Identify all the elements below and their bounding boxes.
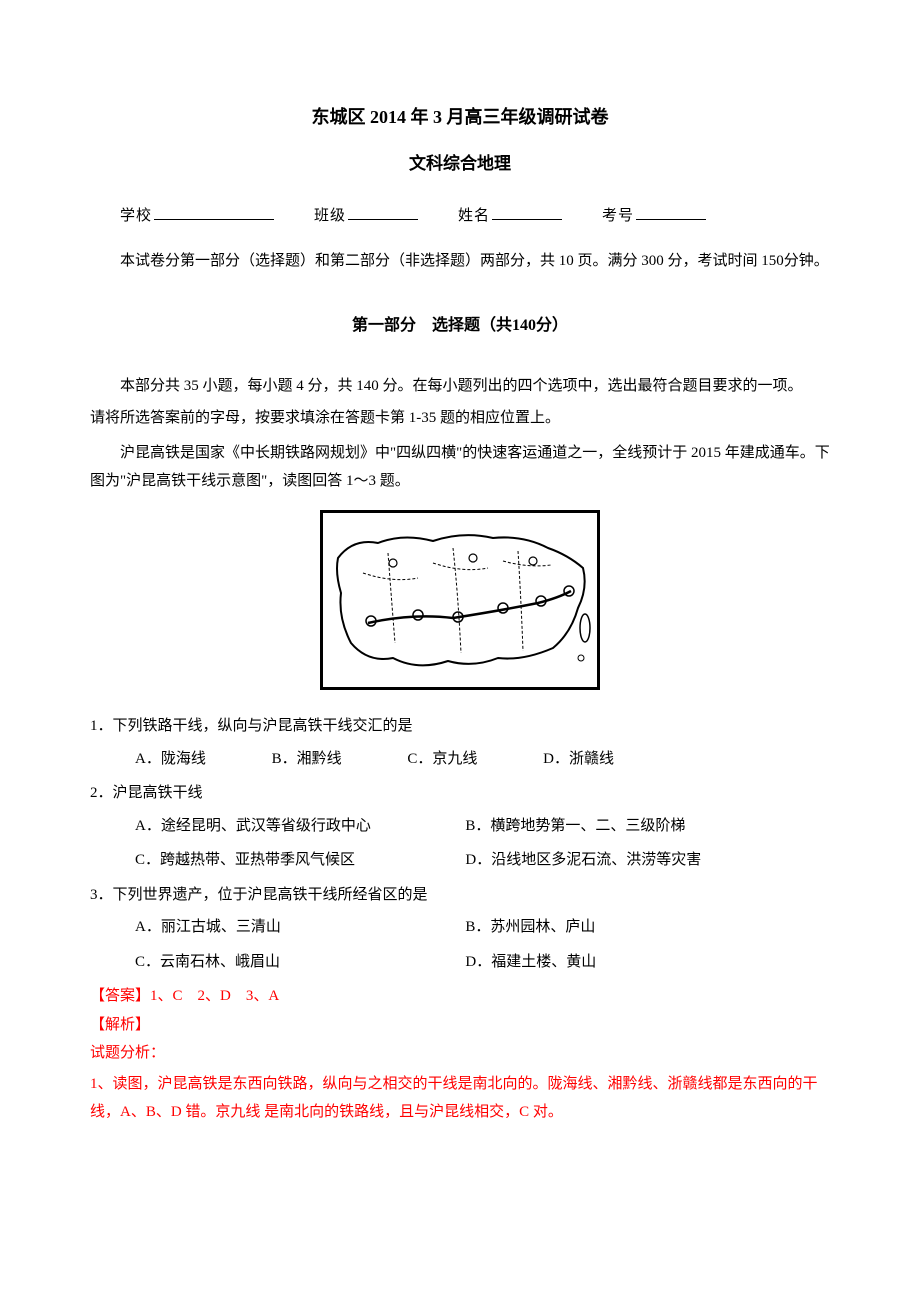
answer-text: 1、C 2、D 3、A (150, 988, 279, 1004)
question-2-options-row2: C．跨越热带、亚热带季风气候区 D．沿线地区多泥石流、洪涝等灾害 (90, 846, 830, 875)
class-label: 班级 (314, 208, 346, 224)
title-sub: 文科综合地理 (90, 148, 830, 180)
q1-option-b: B．湘黔线 (272, 745, 342, 774)
answer-label: 【答案】 (90, 988, 150, 1004)
question-2-options-row1: A．途经昆明、武汉等省级行政中心 B．横跨地势第一、二、三级阶梯 (90, 812, 830, 841)
q2-option-a: A．途经昆明、武汉等省级行政中心 (135, 812, 462, 841)
q2-option-b: B．横跨地势第一、二、三级阶梯 (465, 812, 792, 841)
question-3-stem: 3．下列世界遗产，位于沪昆高铁干线所经省区的是 (90, 881, 830, 910)
analysis-text: 1、读图，沪昆高铁是东西向铁路，纵向与之相交的干线是南北向的。陇海线、湘黔线、浙… (90, 1070, 830, 1127)
question-3-options-row1: A．丽江古城、三清山 B．苏州园林、庐山 (90, 913, 830, 942)
question-1-stem: 1．下列铁路干线，纵向与沪昆高铁干线交汇的是 (90, 712, 830, 741)
name-label: 姓名 (458, 208, 490, 224)
class-blank (348, 219, 418, 220)
school-blank (154, 219, 274, 220)
school-label: 学校 (120, 208, 152, 224)
question-1-options: A．陇海线 B．湘黔线 C．京九线 D．浙赣线 (90, 745, 830, 774)
answer-line: 【答案】1、C 2、D 3、A (90, 982, 830, 1011)
question-3-options-row2: C．云南石林、峨眉山 D．福建土楼、黄山 (90, 948, 830, 977)
q1-option-d: D．浙赣线 (543, 745, 614, 774)
q2-option-d: D．沿线地区多泥石流、洪涝等灾害 (465, 846, 792, 875)
question-2-stem: 2．沪昆高铁干线 (90, 779, 830, 808)
map-figure (320, 510, 600, 690)
form-line: 学校 班级 姓名 考号 (90, 202, 830, 231)
name-blank (492, 219, 562, 220)
q1-option-c: C．京九线 (407, 745, 477, 774)
title-main: 东城区 2014 年 3 月高三年级调研试卷 (90, 100, 830, 134)
map-svg (323, 513, 600, 690)
section-desc-2: 请将所选答案前的字母，按要求填涂在答题卡第 1-35 题的相应位置上。 (90, 404, 830, 433)
general-instructions: 本试卷分第一部分（选择题）和第二部分（非选择题）两部分，共 10 页。满分 30… (90, 247, 830, 276)
q3-option-b: B．苏州园林、庐山 (465, 913, 792, 942)
map-wrapper (90, 510, 830, 701)
question-context: 沪昆高铁是国家《中长期铁路网规划》中"四纵四横"的快速客运通道之一，全线预计于 … (90, 439, 830, 496)
q2-option-c: C．跨越热带、亚热带季风气候区 (135, 846, 462, 875)
q3-option-c: C．云南石林、峨眉山 (135, 948, 462, 977)
analysis-label: 【解析】 (90, 1011, 830, 1040)
analysis-header: 试题分析： (90, 1039, 830, 1068)
q3-option-d: D．福建土楼、黄山 (465, 948, 792, 977)
id-blank (636, 219, 706, 220)
section-header: 第一部分 选择题（共140分） (90, 311, 830, 341)
section-desc-1: 本部分共 35 小题，每小题 4 分，共 140 分。在每小题列出的四个选项中，… (90, 372, 830, 401)
id-label: 考号 (602, 208, 634, 224)
q3-option-a: A．丽江古城、三清山 (135, 913, 462, 942)
q1-option-a: A．陇海线 (135, 745, 206, 774)
